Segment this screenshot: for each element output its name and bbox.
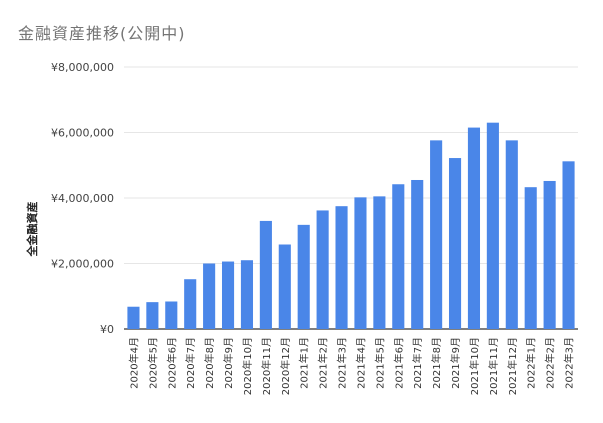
bar [448,158,462,329]
bar [221,261,235,329]
bar [524,187,537,329]
y-axis-label: 全金融資産 [25,202,39,258]
x-category-label: 2020年7月 [184,337,197,389]
y-tick-label: ¥0 [100,323,114,336]
x-category-label: 2020年8月 [203,337,216,389]
bar [392,184,405,329]
x-category-label: 2020年11月 [260,337,273,395]
x-category-label: 2021年10月 [468,337,481,395]
bar [505,140,518,329]
x-category-label: 2020年6月 [165,337,178,389]
x-category-label: 2021年5月 [373,337,386,389]
chart-title: 金融資産推移(公開中) [18,24,186,43]
y-axis-tick-labels: ¥0 ¥2,000,000 ¥4,000,000 ¥6,000,000 ¥8,000,0… [51,61,114,336]
x-category-label: 2021年7月 [411,337,424,389]
x-category-label: 2022年2月 [544,337,557,389]
bar [146,302,159,329]
bar [562,161,575,329]
bar [373,196,386,329]
x-category-label: 2021年1月 [298,337,311,389]
x-category-label: 2021年11月 [487,337,500,395]
bar [203,263,216,329]
grid-lines [124,66,578,330]
bar [543,180,556,329]
x-axis-category-labels: 2020年4月 2020年5月 2020年6月 2020年7月 2020年8月 2020年… [127,337,575,395]
y-tick-label: ¥2,000,000 [51,258,114,271]
bar [430,140,443,329]
bar [259,220,272,329]
x-category-label: 2020年4月 [127,337,140,389]
bar [127,306,140,329]
bar [240,260,254,329]
y-tick-label: ¥4,000,000 [51,192,114,205]
x-category-label: 2021年9月 [449,337,462,389]
x-category-label: 2020年12月 [279,337,292,395]
x-category-label: 2021年4月 [354,337,367,389]
bar [184,279,197,329]
x-category-label: 2021年6月 [392,337,405,389]
x-category-label: 2021年8月 [430,337,443,389]
x-category-label: 2020年10月 [241,337,254,395]
bar [467,127,481,330]
bar [316,210,329,329]
x-category-label: 2021年12月 [506,337,519,395]
x-category-label: 2022年3月 [563,337,576,389]
bar [411,179,424,329]
x-category-label: 2021年3月 [336,337,349,389]
bar [354,197,367,329]
x-category-label: 2020年5月 [146,337,159,389]
bar [297,224,310,329]
y-tick-label: ¥8,000,000 [51,61,114,74]
bar [165,301,178,329]
y-tick-label: ¥6,000,000 [51,127,114,140]
x-category-label: 2022年1月 [525,337,538,389]
bar [278,244,291,329]
x-category-label: 2021年2月 [317,337,330,389]
bar [335,206,348,329]
bar [486,122,499,329]
bars [127,122,575,330]
x-category-label: 2020年9月 [222,337,235,389]
